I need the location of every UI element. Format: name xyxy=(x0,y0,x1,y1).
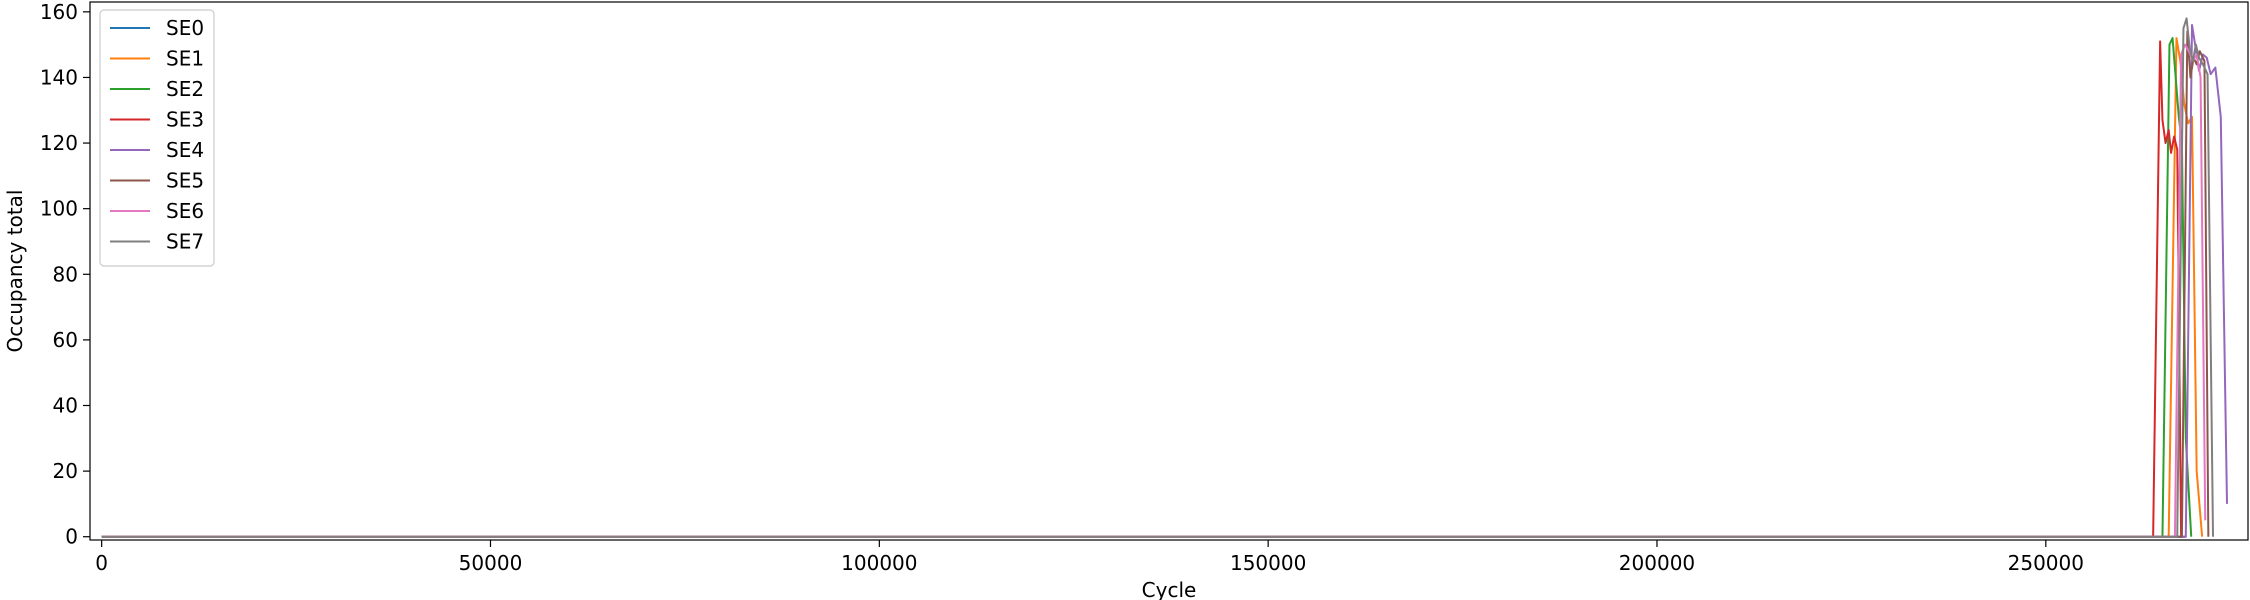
legend: SE0 SE1 SE2 SE3 SE4 SE5 SE6 SE7 xyxy=(99,9,215,267)
x-axis-title: Cycle xyxy=(1142,578,1197,600)
series-line-se3 xyxy=(101,40,2183,538)
series-line-se6 xyxy=(101,43,2207,538)
x-tick-label: 200000 xyxy=(1619,551,1695,575)
legend-label-se6: SE6 xyxy=(166,199,204,223)
y-tick-label: 160 xyxy=(40,0,78,24)
legend-label-se7: SE7 xyxy=(166,230,204,254)
legend-box xyxy=(99,9,215,267)
series-line-se7 xyxy=(101,17,2215,538)
series-line-se1 xyxy=(101,37,2204,538)
legend-label-se5: SE5 xyxy=(166,169,204,193)
x-tick-label: 0 xyxy=(95,551,108,575)
legend-label-se4: SE4 xyxy=(166,138,204,162)
y-axis-ticks: 0 20 40 60 80 100 120 140 160 xyxy=(40,0,90,549)
y-tick-label: 80 xyxy=(53,262,78,286)
y-tick-label: 140 xyxy=(40,65,78,89)
y-tick-label: 100 xyxy=(40,197,78,221)
y-tick-label: 40 xyxy=(53,394,78,418)
legend-label-se2: SE2 xyxy=(166,77,204,101)
x-tick-label: 250000 xyxy=(2008,551,2084,575)
x-tick-label: 150000 xyxy=(1230,551,1306,575)
axes-frame xyxy=(89,1,2249,541)
series-layer xyxy=(101,17,2228,538)
series-line-se5 xyxy=(101,30,2210,538)
y-tick-label: 20 xyxy=(53,459,78,483)
x-tick-label: 100000 xyxy=(841,551,917,575)
y-tick-label: 0 xyxy=(65,525,78,549)
y-tick-label: 60 xyxy=(53,328,78,352)
legend-label-se0: SE0 xyxy=(166,16,204,40)
x-tick-label: 50000 xyxy=(459,551,523,575)
series-line-se2 xyxy=(101,37,2193,538)
legend-label-se3: SE3 xyxy=(166,108,204,132)
y-tick-label: 120 xyxy=(40,131,78,155)
y-axis-title: Occupancy total xyxy=(3,190,27,353)
series-line-se4 xyxy=(101,23,2228,538)
legend-label-se1: SE1 xyxy=(166,47,204,71)
x-axis-ticks: 0 50000 100000 150000 200000 250000 xyxy=(95,540,2084,575)
